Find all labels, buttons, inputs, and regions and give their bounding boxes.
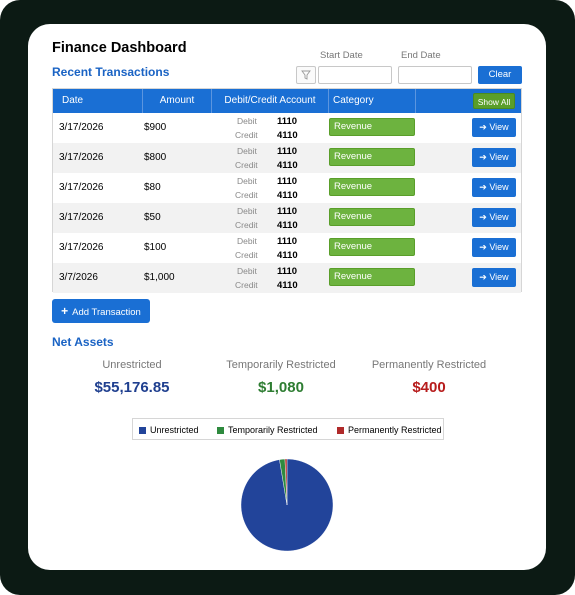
row-amount: $1,000 (144, 272, 175, 283)
table-row: 3/17/2026 $80 Debit Credit 1110 4110 Rev… (53, 173, 521, 203)
debit-account: 1110 (277, 266, 298, 277)
show-all-button[interactable]: Show All (473, 93, 515, 109)
legend-label: Unrestricted (150, 425, 199, 435)
credit-label: Credit (235, 190, 258, 200)
column-header-amount: Amount (143, 89, 212, 113)
debit-account: 1110 (277, 206, 298, 217)
unrestricted-value: $55,176.85 (94, 379, 170, 396)
end-date-input[interactable] (398, 66, 472, 84)
start-date-input[interactable] (318, 66, 392, 84)
row-amount: $900 (144, 122, 167, 133)
credit-label: Credit (235, 130, 258, 140)
row-date: 3/17/2026 (59, 182, 104, 193)
row-date: 3/7/2026 (59, 272, 98, 283)
credit-account: 4110 (277, 160, 298, 171)
add-transaction-label: Add Transaction (72, 307, 141, 318)
dashboard-panel: Finance Dashboard Recent Transactions St… (28, 24, 546, 570)
legend-label: Permanently Restricted (348, 425, 442, 435)
temporarily-restricted-value: $1,080 (258, 379, 304, 396)
debit-label: Debit (237, 176, 257, 186)
net-assets-pie-chart (240, 458, 334, 552)
funnel-icon (301, 70, 311, 80)
credit-label: Credit (235, 220, 258, 230)
filter-icon[interactable] (296, 66, 316, 84)
row-date: 3/17/2026 (59, 122, 104, 133)
row-amount: $80 (144, 182, 161, 193)
column-header-date: Date (53, 89, 143, 113)
legend-item-permanently-restricted[interactable]: Permanently Restricted (337, 425, 442, 435)
category-badge: Revenue (329, 118, 415, 136)
category-badge: Revenue (329, 208, 415, 226)
credit-label: Credit (235, 160, 258, 170)
clear-button[interactable]: Clear (478, 66, 522, 84)
view-button[interactable]: ➔ View (472, 238, 516, 257)
row-amount: $800 (144, 152, 167, 163)
net-assets-heading: Net Assets (52, 335, 114, 349)
view-button[interactable]: ➔ View (472, 118, 516, 137)
transactions-table: Date Amount Debit/Credit Account Categor… (52, 88, 522, 293)
legend-swatch (217, 427, 224, 435)
legend-swatch (139, 427, 146, 435)
legend-item-unrestricted[interactable]: Unrestricted (139, 425, 199, 435)
row-date: 3/17/2026 (59, 152, 104, 163)
chart-legend: Unrestricted Temporarily Restricted Perm… (132, 418, 444, 440)
row-amount: $50 (144, 212, 161, 223)
table-row: 3/17/2026 $900 Debit Credit 1110 4110 Re… (53, 113, 521, 143)
credit-account: 4110 (277, 280, 298, 291)
pie-slice-permanently-restricted[interactable] (284, 458, 288, 506)
row-date: 3/17/2026 (59, 212, 104, 223)
debit-account: 1110 (277, 236, 298, 247)
category-badge: Revenue (329, 238, 415, 256)
unrestricted-label: Unrestricted (102, 359, 162, 371)
debit-label: Debit (237, 236, 257, 246)
end-date-label: End Date (401, 50, 441, 61)
table-row: 3/17/2026 $50 Debit Credit 1110 4110 Rev… (53, 203, 521, 233)
debit-label: Debit (237, 206, 257, 216)
column-header-category: Category (329, 89, 416, 113)
view-button[interactable]: ➔ View (472, 148, 516, 167)
temporarily-restricted-label: Temporarily Restricted (226, 359, 336, 371)
credit-account: 4110 (277, 220, 298, 231)
recent-transactions-heading: Recent Transactions (52, 65, 170, 79)
credit-account: 4110 (277, 130, 298, 141)
page-title: Finance Dashboard (52, 40, 187, 56)
legend-item-temporarily-restricted[interactable]: Temporarily Restricted (217, 425, 318, 435)
table-row: 3/7/2026 $1,000 Debit Credit 1110 4110 R… (53, 263, 521, 293)
debit-label: Debit (237, 146, 257, 156)
table-row: 3/17/2026 $800 Debit Credit 1110 4110 Re… (53, 143, 521, 173)
credit-label: Credit (235, 250, 258, 260)
start-date-label: Start Date (320, 50, 363, 61)
debit-account: 1110 (277, 176, 298, 187)
credit-account: 4110 (277, 190, 298, 201)
row-date: 3/17/2026 (59, 242, 104, 253)
category-badge: Revenue (329, 268, 415, 286)
add-transaction-button[interactable]: + Add Transaction (52, 299, 150, 323)
permanently-restricted-value: $400 (412, 379, 446, 396)
debit-label: Debit (237, 266, 257, 276)
category-badge: Revenue (329, 148, 415, 166)
credit-label: Credit (235, 280, 258, 290)
view-button[interactable]: ➔ View (472, 178, 516, 197)
debit-account: 1110 (277, 116, 298, 127)
category-badge: Revenue (329, 178, 415, 196)
view-button[interactable]: ➔ View (472, 268, 516, 287)
table-row: 3/17/2026 $100 Debit Credit 1110 4110 Re… (53, 233, 521, 263)
plus-icon: + (61, 304, 69, 318)
view-button[interactable]: ➔ View (472, 208, 516, 227)
table-header: Date Amount Debit/Credit Account Categor… (53, 89, 521, 113)
legend-swatch (337, 427, 344, 435)
debit-account: 1110 (277, 146, 298, 157)
column-header-account: Debit/Credit Account (212, 89, 329, 113)
credit-account: 4110 (277, 250, 298, 261)
debit-label: Debit (237, 116, 257, 126)
row-amount: $100 (144, 242, 167, 253)
legend-label: Temporarily Restricted (228, 425, 318, 435)
permanently-restricted-label: Permanently Restricted (371, 359, 487, 371)
